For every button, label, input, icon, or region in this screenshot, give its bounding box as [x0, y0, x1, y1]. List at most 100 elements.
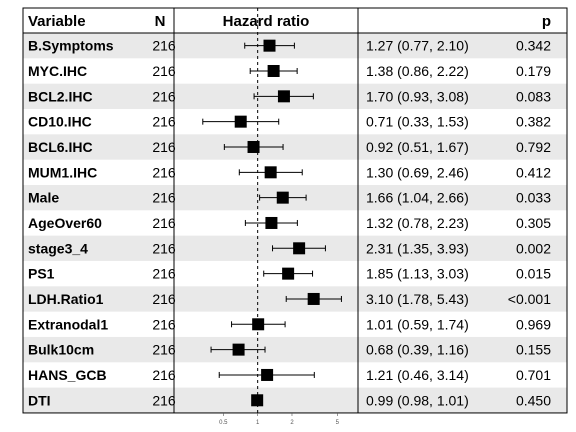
hr-point: [265, 216, 278, 229]
p-value: 0.412: [516, 164, 551, 180]
hr-point: [282, 267, 295, 280]
hr-point: [263, 39, 276, 52]
header-variable: Variable: [28, 13, 86, 30]
header-n: N: [155, 13, 166, 30]
hr-point: [293, 242, 306, 255]
n-value: 216: [152, 316, 176, 332]
p-value: <0.001: [508, 291, 551, 307]
hr-ci-text: 1.30 (0.69, 2.46): [366, 164, 469, 180]
table-row: stage3_4 216 2.31 (1.35, 3.93) 0.002: [28, 240, 551, 256]
n-value: 216: [152, 392, 176, 408]
p-value: 0.701: [516, 367, 551, 383]
table-row: B.Symptoms 216 1.27 (0.77, 2.10) 0.342: [28, 38, 551, 54]
table-borders: [22, 7, 568, 414]
variable-label: BCL2.IHC: [28, 88, 93, 104]
table-row: BCL6.IHC 216 0.92 (0.51, 1.67) 0.792: [28, 139, 551, 155]
hr-point: [251, 394, 264, 407]
hr-point: [307, 292, 320, 305]
table-row: CD10.IHC 216 0.71 (0.33, 1.53) 0.382: [28, 114, 551, 130]
row-stripe: [23, 336, 567, 363]
hr-ci-text: 0.99 (0.98, 1.01): [366, 392, 469, 408]
hr-ci-text: 2.31 (1.35, 3.93): [366, 240, 469, 256]
table-row: MUM1.IHC 216 1.30 (0.69, 2.46) 0.412: [28, 164, 551, 180]
p-value: 0.033: [516, 190, 551, 206]
variable-label: HANS_GCB: [28, 367, 107, 383]
hr-point: [267, 64, 280, 77]
hr-point: [276, 191, 289, 204]
row-stripe: [23, 33, 567, 59]
hr-ci-text: 3.10 (1.78, 5.43): [366, 291, 469, 307]
hr-point: [234, 115, 247, 128]
hr-ci-text: 1.21 (0.46, 3.14): [366, 367, 469, 383]
n-value: 216: [152, 342, 176, 358]
hr-ci-text: 1.70 (0.93, 3.08): [366, 88, 469, 104]
hr-point: [261, 368, 274, 381]
variable-label: Male: [28, 190, 59, 206]
hr-point: [232, 343, 245, 356]
variable-label: LDH.Ratio1: [28, 291, 104, 307]
hr-point: [247, 140, 260, 153]
n-value: 216: [152, 215, 176, 231]
x-tick-label: 0.5: [219, 420, 228, 426]
variable-label: BCL6.IHC: [28, 139, 93, 155]
variable-label: Extranodal1: [28, 316, 108, 332]
hr-ci-text: 1.27 (0.77, 2.10): [366, 38, 469, 54]
variable-label: CD10.IHC: [28, 114, 92, 130]
data-rows: B.Symptoms 216 1.27 (0.77, 2.10) 0.342 MYC.I…: [28, 38, 551, 409]
hr-ci-text: 0.68 (0.39, 1.16): [366, 342, 469, 358]
n-value: 216: [152, 114, 176, 130]
p-value: 0.015: [516, 266, 551, 282]
p-value: 0.083: [516, 88, 551, 104]
n-value: 216: [152, 139, 176, 155]
table-row: Bulk10cm 216 0.68 (0.39, 1.16) 0.155: [28, 342, 551, 358]
table-row: AgeOver60 216 1.32 (0.78, 2.23) 0.305: [28, 215, 551, 231]
row-stripe: [23, 134, 567, 160]
x-tick-label: 1: [256, 420, 260, 426]
x-tick-label: 5: [336, 420, 340, 426]
p-value: 0.179: [516, 63, 551, 79]
p-value: 0.382: [516, 114, 551, 130]
variable-label: MYC.IHC: [28, 63, 87, 79]
hr-ci-text: 1.66 (1.04, 2.66): [366, 190, 469, 206]
table-row: PS1 216 1.85 (1.13, 3.03) 0.015: [28, 266, 551, 282]
hr-point: [277, 90, 290, 103]
variable-label: Bulk10cm: [28, 342, 94, 358]
p-value: 0.342: [516, 38, 551, 54]
x-axis: 0.5 1 2 5: [219, 412, 340, 426]
table-row: Male 216 1.66 (1.04, 2.66) 0.033: [28, 190, 551, 206]
row-stripe: [23, 387, 567, 413]
table-row: DTI 216 0.99 (0.98, 1.01) 0.450: [28, 392, 551, 408]
table-row: BCL2.IHC 216 1.70 (0.93, 3.08) 0.083: [28, 88, 551, 104]
table-frame: [22, 7, 568, 414]
variable-label: MUM1.IHC: [28, 164, 97, 180]
p-value: 0.969: [516, 316, 551, 332]
table-row: HANS_GCB 216 1.21 (0.46, 3.14) 0.701: [28, 367, 551, 383]
p-value: 0.792: [516, 139, 551, 155]
hr-ci-text: 1.38 (0.86, 2.22): [366, 63, 469, 79]
variable-label: PS1: [28, 266, 55, 282]
n-value: 216: [152, 190, 176, 206]
n-value: 216: [152, 63, 176, 79]
table-row: MYC.IHC 216 1.38 (0.86, 2.22) 0.179: [28, 63, 551, 79]
n-value: 216: [152, 38, 176, 54]
p-value: 0.305: [516, 215, 551, 231]
n-value: 216: [152, 88, 176, 104]
n-value: 216: [152, 164, 176, 180]
header-p: p: [542, 13, 551, 30]
header-hazard-ratio: Hazard ratio: [223, 13, 310, 30]
table-row: Extranodal1 216 1.01 (0.59, 1.74) 0.969: [28, 316, 551, 332]
hr-ci-text: 1.32 (0.78, 2.23): [366, 215, 469, 231]
variable-label: AgeOver60: [28, 215, 102, 231]
p-value: 0.450: [516, 392, 551, 408]
hr-ci-text: 0.92 (0.51, 1.67): [366, 139, 469, 155]
hr-ci-text: 0.71 (0.33, 1.53): [366, 114, 469, 130]
hr-ci-text: 1.01 (0.59, 1.74): [366, 316, 469, 332]
hr-point: [264, 166, 277, 179]
variable-label: DTI: [28, 392, 51, 408]
hr-ci-text: 1.85 (1.13, 3.03): [366, 266, 469, 282]
hr-point: [252, 318, 265, 331]
n-value: 216: [152, 266, 176, 282]
table-row: LDH.Ratio1 216 3.10 (1.78, 5.43) <0.001: [28, 291, 551, 307]
variable-label: stage3_4: [28, 240, 88, 256]
